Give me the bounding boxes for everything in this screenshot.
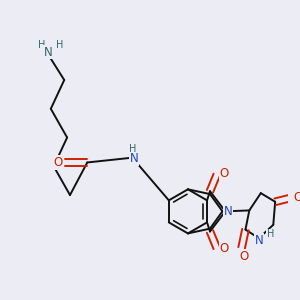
Text: O: O: [220, 167, 229, 181]
Text: N: N: [254, 234, 263, 247]
Text: O: O: [53, 156, 62, 169]
Text: N: N: [44, 46, 52, 59]
Text: H: H: [129, 144, 136, 154]
Text: O: O: [239, 250, 248, 263]
Text: O: O: [294, 191, 300, 204]
Text: O: O: [220, 242, 229, 255]
Text: N: N: [130, 152, 139, 165]
Text: H: H: [38, 40, 45, 50]
Text: H: H: [56, 40, 63, 50]
Text: N: N: [224, 205, 233, 218]
Text: H: H: [267, 230, 274, 239]
